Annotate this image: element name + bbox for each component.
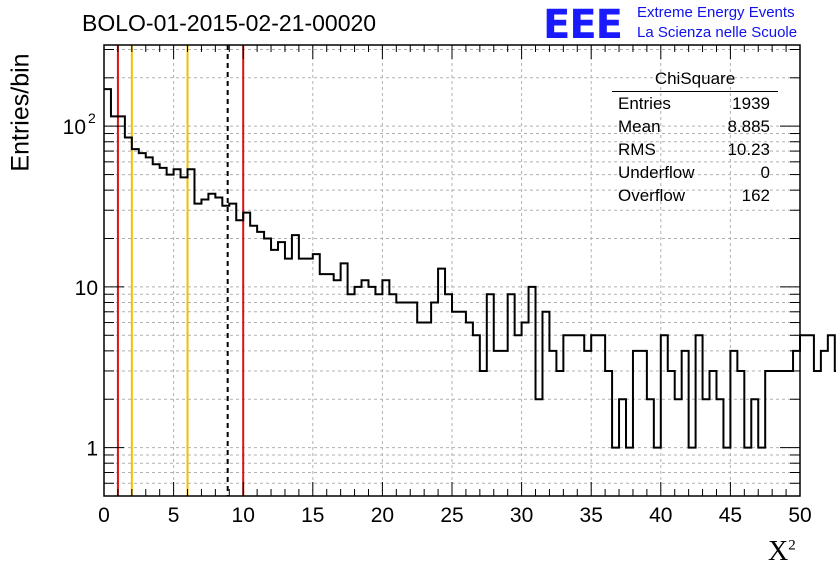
x-tick-label: 10	[232, 504, 255, 527]
stat-value-rms: 10.23	[727, 140, 770, 159]
x-tick-label: 30	[510, 504, 533, 527]
stats-box-title: ChiSquare	[654, 69, 736, 88]
stat-value-mean: 8.885	[727, 117, 770, 136]
x-tick-label: 5	[168, 504, 180, 527]
x-tick-label: 35	[580, 504, 603, 527]
grid	[104, 45, 800, 497]
stat-label-rms: RMS	[618, 140, 656, 159]
y-tick-label: 1	[86, 438, 98, 461]
stat-value-underflow: 0	[760, 163, 770, 182]
stat-value-entries: 1939	[732, 94, 770, 113]
axis-ticks	[103, 45, 801, 497]
brand-line-2: La Scienza nelle Scuole	[637, 24, 798, 41]
y-tick-label-exponent: 2	[88, 110, 96, 126]
brand-line-1: Extreme Energy Events	[637, 4, 795, 21]
plot-title: BOLO-01-2015-02-21-00020	[82, 10, 377, 36]
y-tick-label: 10	[63, 116, 86, 139]
histogram-step-line	[104, 88, 836, 449]
stat-label-entries: Entries	[618, 94, 671, 113]
eee-logo: EEE	[543, 2, 623, 48]
threshold-lines	[116, 45, 245, 496]
stat-label-mean: Mean	[618, 117, 661, 136]
x-tick-label: 50	[788, 504, 811, 527]
y-tick-label: 10	[75, 277, 98, 300]
stat-label-underflow: Underflow	[618, 163, 695, 182]
x-tick-label: 20	[371, 504, 394, 527]
stat-value-overflow: 162	[741, 186, 770, 205]
x-tick-label: 25	[440, 504, 463, 527]
x-tick-label: 45	[719, 504, 742, 527]
stats-box-rule	[612, 91, 778, 92]
x-tick-label: 0	[98, 504, 110, 527]
x-tick-label: 15	[301, 504, 324, 527]
y-axis-label: Entries/bin	[6, 53, 35, 172]
stat-label-overflow: Overflow	[618, 186, 686, 205]
x-axis-label: X2	[768, 536, 796, 567]
x-tick-label: 40	[649, 504, 672, 527]
